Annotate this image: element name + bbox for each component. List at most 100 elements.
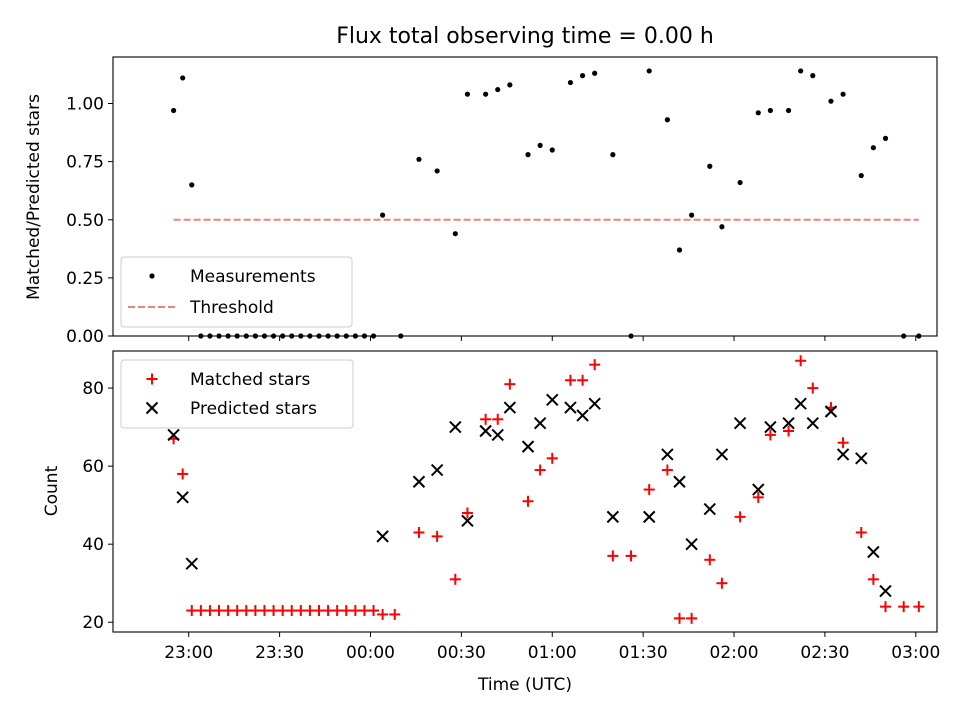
predicted-star-point xyxy=(376,530,389,543)
predicted-star-point xyxy=(176,491,189,504)
predicted-star-point xyxy=(533,416,547,430)
top-panel: 0.00 0.25 0.50 0.75 1.00 Matched/Predicted s… xyxy=(24,56,938,347)
matched-star-point xyxy=(177,468,189,480)
legend-threshold-label: Threshold xyxy=(189,298,274,318)
x-axis-label: Time (UTC) xyxy=(477,675,572,695)
predicted-star-point xyxy=(588,397,601,410)
predicted-star-point xyxy=(673,475,686,488)
measurement-point xyxy=(567,79,574,86)
predicted-star-point xyxy=(576,409,589,422)
predicted-star-point xyxy=(703,502,717,516)
xtick-label: 23:30 xyxy=(255,643,304,663)
bottom-plot-frame xyxy=(112,350,938,633)
measurement-point xyxy=(483,91,489,97)
predicted-star-point xyxy=(661,448,674,461)
xtick-label: 02:30 xyxy=(800,643,849,663)
predicted-star-point xyxy=(794,397,807,410)
bottom-ytick-label: 60 xyxy=(82,457,104,477)
measurement-point xyxy=(416,156,422,162)
measurement-point xyxy=(689,212,695,218)
predicted-star-point xyxy=(855,452,868,465)
measurement-point xyxy=(189,182,195,188)
matched-star-point xyxy=(686,612,698,624)
matched-star-point xyxy=(522,495,534,507)
matched-star-point xyxy=(577,374,589,386)
measurement-point xyxy=(810,73,816,79)
predicted-star-point xyxy=(503,401,517,414)
matched-star-point xyxy=(564,374,576,386)
top-ytick-label: 1.00 xyxy=(66,95,104,115)
predicted-star-point xyxy=(782,416,795,430)
top-legend: Measurements Threshold xyxy=(120,256,353,328)
measurement-point xyxy=(507,82,513,88)
bottom-ytick-label: 40 xyxy=(82,535,104,555)
predicted-star-point xyxy=(752,483,765,496)
matched-star-point xyxy=(704,554,716,566)
predicted-star-point xyxy=(546,393,559,406)
measurement-point xyxy=(737,179,743,186)
measurement-point xyxy=(858,172,864,179)
predicted-star-point xyxy=(806,416,820,430)
predicted-star-point xyxy=(491,428,504,442)
matched-star-point xyxy=(461,507,473,519)
matched-star-point xyxy=(449,573,461,585)
measurement-point xyxy=(664,117,670,123)
top-ytick-label: 0.25 xyxy=(66,269,104,289)
bottom-ytick-label: 80 xyxy=(82,379,104,399)
matched-star-point xyxy=(752,491,764,503)
xtick-label: 01:30 xyxy=(619,643,668,663)
top-plot-frame xyxy=(112,56,938,337)
measurement-point xyxy=(452,231,458,237)
measurement-point xyxy=(828,98,834,104)
matched-star-point xyxy=(377,608,389,620)
measurement-point xyxy=(464,91,471,97)
xtick-label: 01:00 xyxy=(528,643,577,663)
predicted-star-point xyxy=(167,428,180,442)
predicted-star-point xyxy=(430,463,444,477)
predicted-star-point xyxy=(685,537,698,551)
predicted-star-point xyxy=(185,557,198,570)
legend-measurements-label: Measurements xyxy=(190,267,316,287)
xtick-label: 02:00 xyxy=(710,643,759,663)
matched-star-point xyxy=(643,484,655,496)
matched-star-point xyxy=(661,464,673,476)
legend-matched-marker xyxy=(146,373,158,385)
predicted-star-point xyxy=(449,420,462,434)
chart-title: Flux total observing time = 0.00 h xyxy=(336,24,714,49)
matched-star-point xyxy=(504,378,516,390)
bottom-panel: 20 40 60 80 23:00 23:30 00:00 00:30 01:00 01:30 0… xyxy=(42,350,940,695)
measurement-point xyxy=(676,247,683,253)
matched-star-point xyxy=(674,612,685,624)
legend-measurements-marker xyxy=(149,273,155,279)
measurement-point xyxy=(525,152,531,158)
measurement-point xyxy=(707,163,713,169)
xtick-label: 03:00 xyxy=(891,643,940,663)
measurement-point xyxy=(840,91,846,97)
measurement-point xyxy=(719,224,725,230)
predicted-star-point xyxy=(642,510,656,524)
matched-star-point xyxy=(413,526,425,538)
legend-matched-label: Matched stars xyxy=(190,370,310,390)
measurement-point xyxy=(537,142,543,148)
legend-predicted-marker xyxy=(145,401,159,415)
matched-star-point xyxy=(492,413,504,425)
matched-star-point xyxy=(368,605,380,617)
measurement-point xyxy=(882,135,889,141)
predicted-star-point xyxy=(824,405,838,418)
bottom-legend: Matched stars Predicted stars xyxy=(120,359,354,429)
matched-star-point xyxy=(716,577,728,589)
predicted-star-point xyxy=(836,448,850,461)
top-ytick-label: 0.00 xyxy=(66,327,104,347)
predicted-star-point xyxy=(461,514,474,527)
xtick-label: 00:00 xyxy=(346,643,395,663)
measurement-point xyxy=(170,107,177,114)
measurement-point xyxy=(755,110,761,116)
matched-star-point xyxy=(855,526,867,538)
matched-star-point xyxy=(898,601,910,613)
predicted-star-point xyxy=(564,401,577,414)
legend-plus-glyph xyxy=(146,373,158,385)
matched-star-point xyxy=(534,464,546,476)
predicted-star-point xyxy=(521,440,535,453)
predicted-star-point xyxy=(867,545,880,559)
